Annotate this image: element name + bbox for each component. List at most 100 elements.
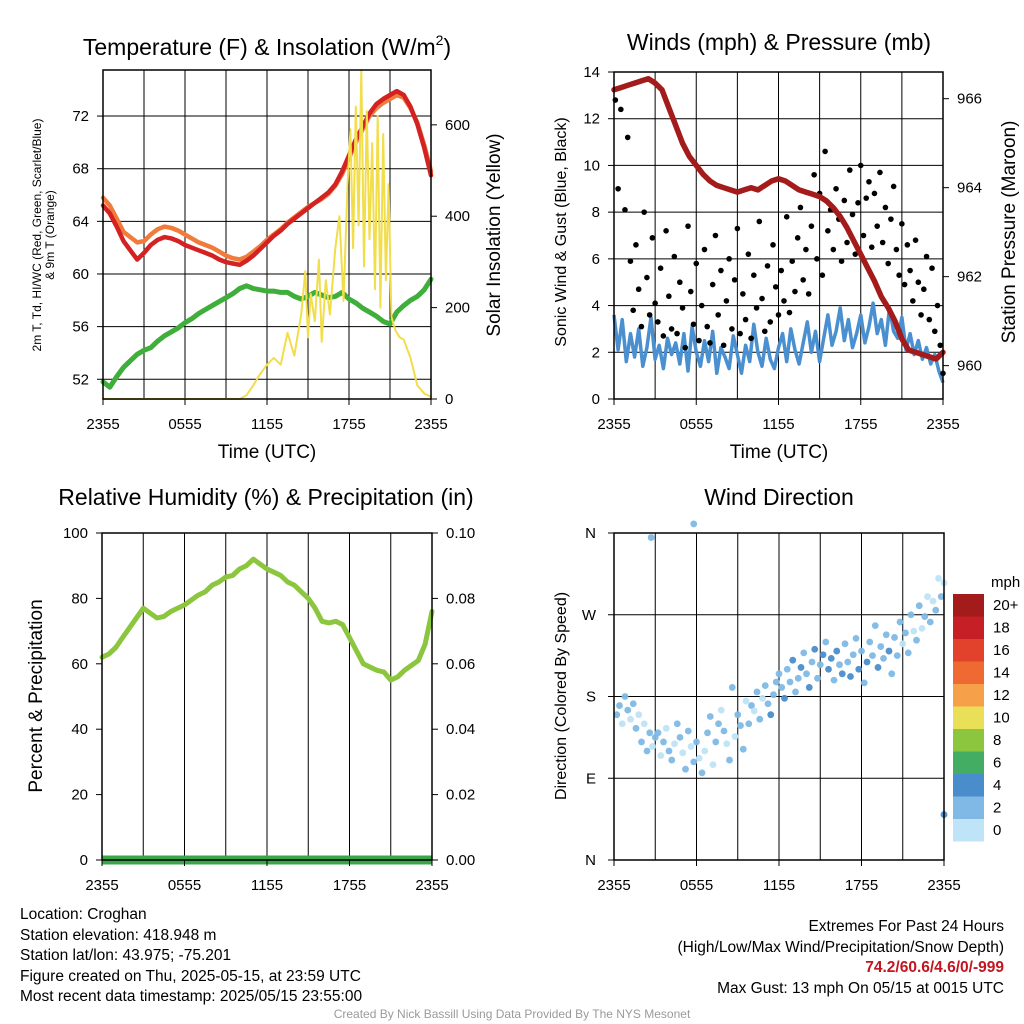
direction-point [932,606,940,614]
direction-point [739,745,747,753]
gust-point [808,223,815,229]
station-pressure-line [611,75,946,362]
direction-point [775,670,783,678]
y2-tick-label: 0.02 [446,787,475,804]
direction-point [753,688,761,696]
direction-point [904,649,912,657]
speed-legend-label: 14 [993,665,1010,682]
direction-point [794,674,802,682]
direction-point [676,733,684,741]
direction-gridlines [614,533,944,860]
y-tick-label: 64 [72,213,89,230]
x-tick-label: 1155 [251,416,283,433]
gust-point [677,279,683,286]
gust-point [805,291,812,297]
speed-legend-swatch [953,661,984,684]
station-latlon: Station lat/lon: 43.975; -75.201 [20,947,232,964]
direction-point [624,706,632,714]
direction-point [797,664,805,671]
gust-point [846,167,853,173]
x-tick-label: 2355 [597,416,630,433]
gust-point [646,312,653,318]
gust-point [718,267,724,274]
direction-point [880,654,887,662]
direction-point [860,679,868,687]
direction-point [690,758,698,766]
gust-point [751,272,757,279]
x-tick-label: 1755 [844,416,877,433]
x-tick-label: 2355 [86,416,119,433]
gust-point [657,265,664,272]
temperature-panel-title: Temperature (F) & Insolation (W/m2) [83,32,451,60]
credit-line: Created By Nick Bassill Using Data Provi… [333,1007,691,1021]
direction-point [885,647,893,655]
y-tick-label: 10 [583,157,600,174]
gust-point [715,312,721,318]
pressure-y-axis-label: Station Pressure (Maroon) [999,121,1020,344]
direction-point [888,670,896,678]
gust-point [901,281,908,288]
direction-point [937,593,945,600]
temperature-y-ticks: 52 56 60 64 68 72 [72,108,103,388]
direction-point [679,749,687,757]
gust-point [912,237,919,243]
speed-legend-swatch [953,819,984,842]
direction-point [800,649,808,657]
speed-legend-swatch [953,616,984,639]
x-tick-label: 0555 [680,416,713,433]
humidity-gridlines [142,533,392,860]
direction-point [709,761,717,769]
y2-tick-label: 0.10 [446,525,475,542]
humidity-x-ticks: 2355 0555 1155 1755 2355 [85,860,449,894]
gust-point [649,235,656,241]
extremes-values: 74.2/60.6/4.6/0/-999 [865,959,1004,976]
extremes-subtitle: (High/Low/Max Wind/Precipitation/Snow De… [677,938,1005,956]
gust-point [644,274,650,281]
direction-point [613,711,621,719]
gust-point [707,340,713,346]
gust-point [668,326,675,332]
gust-point [679,305,686,311]
direction-point [816,661,824,669]
direction-point [767,711,775,719]
gust-point [775,312,782,318]
direction-point [720,727,728,735]
gust-point [794,235,801,241]
gust-point [800,277,806,283]
gust-point [666,293,672,300]
gust-point [918,312,924,318]
direction-point [935,575,942,582]
gust-point [660,333,667,339]
gust-point [704,323,711,330]
x-tick-label: 2355 [597,877,630,894]
gust-point [772,284,779,290]
precip-y-ticks: 0.00 0.02 0.04 0.06 0.08 0.10 [432,525,475,869]
direction-point [926,618,934,626]
station-elevation: Station elevation: 418.948 m [20,926,217,944]
y-tick-label: W [582,607,597,624]
temperature-y-axis-label-line1: 2m T, Td, HI/WC (Red, Green, Scarlet/Blu… [30,119,44,352]
y2-tick-label: 0.04 [446,721,475,738]
direction-point [929,597,937,605]
gust-point [934,302,941,309]
gust-point [819,272,826,279]
direction-point [712,738,720,746]
speed-legend-title: mph [991,574,1020,591]
gust-point [838,258,845,264]
gust-point [896,272,902,279]
direction-point [715,720,722,728]
speed-legend-swatch [953,594,984,617]
temperature-plot-area [100,69,434,400]
gust-point [877,169,883,176]
gust-point [624,134,631,141]
direction-point [910,627,918,635]
y-tick-label: N [585,525,596,542]
speed-legend-swatch [953,774,984,797]
direction-point [814,674,821,682]
direction-point [907,611,915,619]
direction-point [811,645,819,653]
direction-point [657,752,665,759]
humidity-panel-title: Relative Humidity (%) & Precipitation (i… [58,484,473,510]
temperature-2m-line [100,88,434,268]
gust-point [709,281,716,288]
